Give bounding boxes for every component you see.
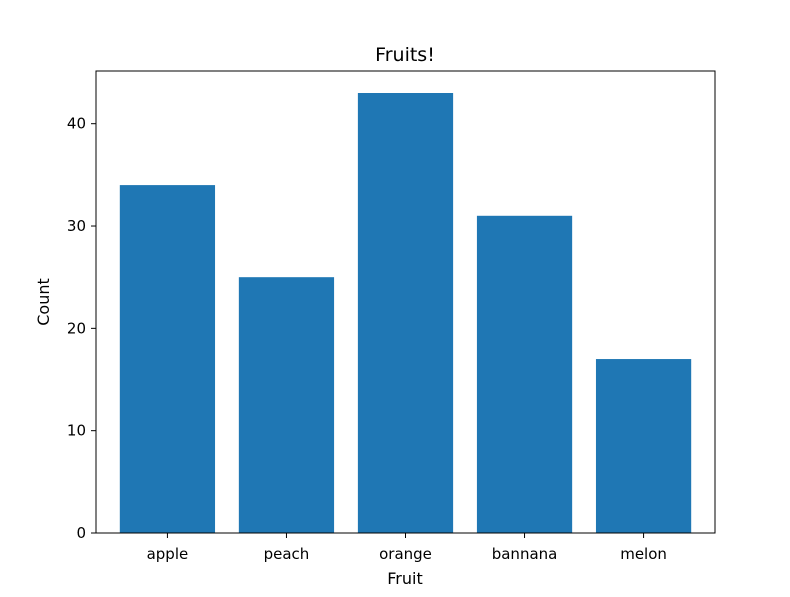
y-tick-label: 30	[67, 217, 86, 235]
chart-title: Fruits!	[375, 44, 435, 66]
plot-frame	[95, 70, 716, 534]
x-axis-ticks: apple peach orange bannana melon	[147, 533, 667, 563]
bar-melon	[595, 359, 692, 533]
x-tick-label: orange	[379, 545, 432, 563]
x-tick-label: apple	[147, 545, 189, 563]
x-axis-label: Fruit	[387, 569, 422, 588]
y-tick-label: 0	[76, 524, 86, 542]
y-tick-label: 10	[67, 422, 86, 440]
y-axis-ticks: 0 10 20 30 40	[67, 115, 96, 542]
x-tick-label: peach	[264, 545, 310, 563]
bars-group	[119, 93, 692, 533]
bar-apple	[119, 185, 216, 533]
bar-orange	[357, 93, 454, 533]
y-tick-label: 40	[67, 115, 86, 133]
y-axis-label: Count	[34, 278, 53, 326]
bar-peach	[238, 277, 335, 533]
y-tick-label: 20	[67, 319, 86, 337]
bar-bannana	[476, 215, 573, 533]
x-tick-label: melon	[620, 545, 667, 563]
x-tick-label: bannana	[492, 545, 558, 563]
